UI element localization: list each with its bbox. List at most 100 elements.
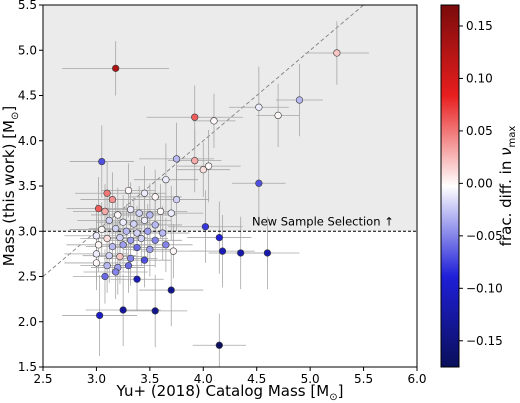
- data-point: [130, 220, 138, 228]
- data-point: [127, 205, 135, 214]
- y-axis-title-unit: ⊙: [10, 112, 21, 120]
- x-tick-label: 3.0: [87, 372, 106, 386]
- data-point: [144, 227, 152, 235]
- data-point: [116, 233, 124, 242]
- x-axis-title: Yu+ (2018) Catalog Mass [M⊙]: [116, 382, 344, 403]
- y-tick-label: 5.0: [18, 43, 37, 57]
- x-tick-label: 5.5: [354, 372, 373, 386]
- data-point: [103, 189, 111, 197]
- data-point: [162, 176, 170, 184]
- data-point: [98, 157, 106, 166]
- x-tick-label: 5.0: [301, 372, 320, 386]
- x-tick-label: 6.0: [407, 372, 426, 386]
- data-point: [124, 262, 133, 270]
- data-point: [133, 275, 141, 283]
- data-point: [116, 252, 124, 261]
- data-point: [140, 189, 149, 197]
- data-point: [172, 155, 181, 163]
- data-point: [263, 249, 272, 257]
- data-point: [191, 157, 199, 165]
- y-tick-label: 2.5: [18, 270, 37, 284]
- data-point: [112, 64, 120, 72]
- data-point: [137, 234, 145, 243]
- colorbar-title: frac. diff. in νmax: [497, 126, 518, 247]
- data-point: [205, 162, 213, 170]
- data-point: [274, 111, 282, 120]
- y-tick-label: 5.5: [18, 0, 37, 12]
- y-tick-label: 2.0: [18, 315, 37, 329]
- data-point: [169, 247, 177, 255]
- data-point: [119, 306, 127, 314]
- data-point: [135, 209, 143, 217]
- data-point: [151, 193, 159, 201]
- colorbar: [440, 4, 460, 368]
- data-point: [140, 216, 149, 224]
- data-point: [112, 224, 120, 233]
- data-point: [191, 113, 199, 121]
- data-point: [119, 218, 127, 226]
- data-point: [133, 229, 141, 237]
- data-point: [333, 49, 341, 57]
- data-point: [122, 227, 130, 235]
- colorbar-tick-label: −0.15: [466, 334, 503, 348]
- colorbar-title-sub: max: [507, 126, 518, 148]
- data-point: [146, 211, 154, 219]
- data-point: [105, 252, 113, 260]
- data-point: [151, 307, 159, 315]
- data-point: [167, 209, 175, 217]
- data-point: [124, 186, 133, 195]
- x-tick-label: 2.5: [33, 372, 52, 386]
- y-tick-label: 4.5: [18, 89, 37, 103]
- data-point: [96, 311, 104, 320]
- data-point: [159, 229, 167, 237]
- data-point: [167, 286, 175, 294]
- y-axis-title: Mass (this work) [M⊙]: [0, 106, 21, 267]
- colorbar-title-symbol: ν: [497, 147, 515, 155]
- data-point: [108, 195, 117, 204]
- data-point: [140, 256, 149, 264]
- data-point: [133, 243, 141, 252]
- y-tick-label: 1.5: [18, 360, 37, 374]
- data-point: [127, 254, 135, 262]
- data-point: [156, 207, 165, 215]
- colorbar-tick-label: −0.10: [466, 281, 503, 295]
- selection-annotation: New Sample Selection ↑: [252, 214, 394, 228]
- data-point: [127, 236, 135, 244]
- x-axis-title-close: ]: [338, 382, 344, 400]
- data-point: [201, 223, 210, 231]
- data-point: [295, 96, 304, 104]
- data-point: [199, 166, 207, 174]
- x-tick-label: 4.0: [194, 372, 213, 386]
- data-point: [92, 259, 101, 267]
- data-point: [151, 221, 159, 229]
- one-to-one-line: [43, 5, 364, 277]
- colorbar-tick-label: −0.05: [466, 229, 503, 243]
- data-point: [119, 241, 127, 249]
- data-point: [146, 245, 154, 253]
- data-point: [92, 250, 101, 258]
- data-point: [215, 341, 223, 349]
- data-point: [98, 225, 106, 234]
- y-axis-title-close: ]: [0, 106, 18, 112]
- data-point: [114, 211, 122, 219]
- x-tick-label: 4.5: [247, 372, 266, 386]
- data-point: [103, 234, 111, 243]
- data-point: [103, 262, 111, 270]
- data-point: [218, 247, 227, 255]
- y-tick-label: 3.5: [18, 179, 37, 193]
- data-point: [172, 195, 181, 204]
- data-point: [94, 205, 103, 213]
- x-axis-title-main: Yu+ (2018) Catalog Mass [M: [116, 382, 330, 400]
- data-point: [92, 232, 101, 240]
- colorbar-tick-label: 0.10: [466, 71, 493, 85]
- x-axis-title-unit: ⊙: [329, 392, 337, 403]
- y-tick-label: 3.0: [18, 224, 37, 238]
- colorbar-tick-label: 0.00: [466, 176, 493, 190]
- data-point: [237, 249, 245, 257]
- y-tick-label: 4.0: [18, 134, 37, 148]
- data-point: [210, 117, 218, 125]
- data-point: [101, 272, 109, 281]
- data-point: [151, 236, 159, 244]
- data-point: [112, 268, 120, 276]
